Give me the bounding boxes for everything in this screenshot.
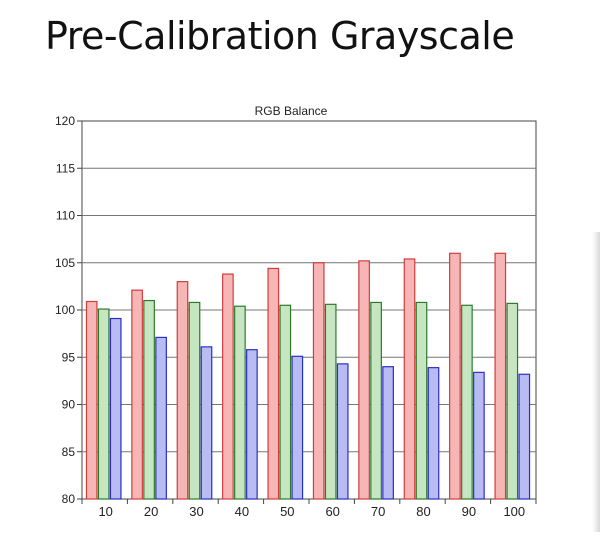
x-tick-label: 80 bbox=[416, 504, 430, 519]
green-bar bbox=[279, 304, 292, 500]
green-bar bbox=[370, 301, 382, 500]
page-title: Pre-Calibration Grayscale bbox=[45, 14, 515, 58]
blue-bar bbox=[155, 336, 167, 500]
x-tick-label: 90 bbox=[462, 504, 476, 519]
red-bar bbox=[85, 300, 98, 500]
blue-bar bbox=[200, 346, 213, 500]
red-bar bbox=[403, 258, 416, 500]
green-bar bbox=[97, 308, 110, 500]
blue-bar bbox=[518, 373, 531, 500]
y-tick-label: 105 bbox=[55, 256, 75, 270]
red-bar bbox=[449, 252, 461, 500]
y-tick-label: 100 bbox=[55, 303, 75, 317]
green-bar bbox=[324, 303, 337, 500]
green-bar bbox=[143, 299, 155, 500]
y-tick-label: 80 bbox=[62, 492, 76, 506]
y-tick-label: 120 bbox=[55, 114, 75, 128]
y-tick-label: 85 bbox=[62, 445, 76, 459]
x-tick-label: 40 bbox=[235, 504, 249, 519]
y-tick-label: 115 bbox=[56, 161, 75, 175]
blue-bar bbox=[109, 317, 122, 500]
blue-bar bbox=[336, 363, 349, 500]
x-tick-label: 10 bbox=[98, 504, 112, 519]
red-bar bbox=[176, 281, 189, 500]
slide-edge-shadow bbox=[592, 232, 600, 532]
blue-bar bbox=[473, 371, 485, 500]
y-axis: 80 85 90 95 100 105 110 115 120 bbox=[55, 114, 82, 506]
x-tick-label: 30 bbox=[189, 504, 203, 519]
blue-bar bbox=[246, 349, 258, 500]
y-tick-label: 90 bbox=[62, 398, 76, 412]
y-tick-label: 95 bbox=[62, 350, 76, 364]
x-tick-label: 20 bbox=[144, 504, 158, 519]
red-bar bbox=[267, 267, 280, 500]
blue-bar bbox=[427, 367, 440, 500]
red-bar bbox=[222, 273, 234, 500]
y-tick-label: 110 bbox=[56, 209, 75, 223]
x-tick-label: 50 bbox=[280, 504, 294, 519]
x-axis: 10 20 30 40 50 60 70 80 90 100 bbox=[81, 499, 537, 519]
red-bar bbox=[312, 262, 325, 500]
x-tick-label: 60 bbox=[325, 504, 339, 519]
chart-title: RGB Balance bbox=[255, 104, 328, 118]
green-bar bbox=[461, 304, 473, 500]
red-bar bbox=[494, 252, 507, 500]
x-tick-label: 70 bbox=[371, 504, 385, 519]
bars bbox=[85, 252, 531, 500]
green-bar bbox=[188, 301, 201, 500]
blue-bar bbox=[291, 355, 304, 500]
x-tick-label: 100 bbox=[503, 504, 525, 519]
red-bar bbox=[131, 289, 143, 500]
green-bar bbox=[506, 302, 519, 500]
green-bar bbox=[415, 301, 428, 500]
red-bar bbox=[358, 260, 370, 500]
green-bar bbox=[234, 305, 246, 500]
blue-bar bbox=[382, 366, 394, 500]
